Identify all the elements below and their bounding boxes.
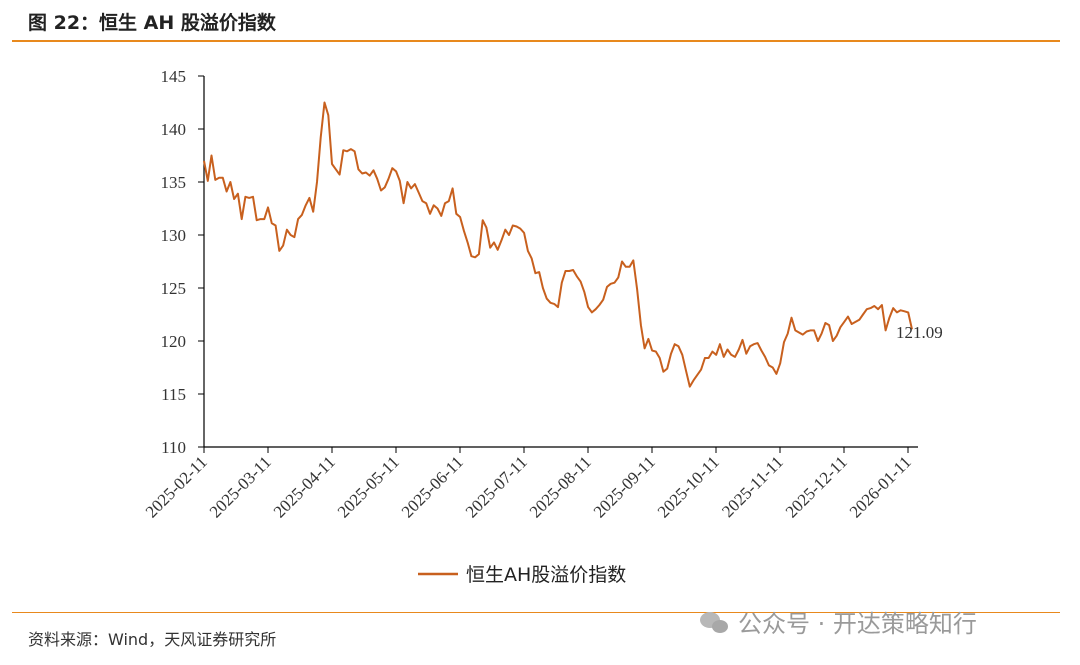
x-tick-label: 2025-08-11 — [526, 452, 595, 521]
legend-label: 恒生AH股溢价指数 — [466, 564, 626, 586]
y-tick-label: 140 — [161, 120, 187, 139]
watermark: 公众号 · 开达策略知行 — [700, 604, 977, 639]
x-tick-label: 2025-09-11 — [590, 452, 659, 521]
y-axis: 110 115 120 125 130 135 140 145 — [161, 67, 205, 457]
x-tick-label: 2025-03-11 — [206, 452, 275, 521]
y-tick-label: 115 — [161, 385, 186, 404]
y-tick-label: 125 — [161, 279, 187, 298]
series-layer — [203, 101, 913, 388]
x-tick-label: 2025-10-11 — [654, 452, 723, 521]
end-value-label: 121.09 — [896, 323, 943, 342]
x-tick-label: 2025-06-11 — [398, 452, 467, 521]
series-line-hs-ah-premium — [203, 101, 913, 388]
wechat-icon — [700, 610, 730, 634]
top-divider — [12, 40, 1060, 42]
bottom-divider — [12, 612, 1060, 613]
legend: 恒生AH股溢价指数 — [418, 564, 626, 586]
watermark-text: 公众号 · 开达策略知行 — [738, 610, 977, 638]
x-tick-label: 2025-11-11 — [718, 452, 787, 521]
y-tick-label: 120 — [161, 332, 187, 351]
y-tick-label: 145 — [161, 67, 187, 86]
x-tick-label: 2025-07-11 — [462, 452, 531, 521]
x-tick-label: 2025-12-11 — [782, 452, 851, 521]
x-tick-label: 2026-01-11 — [846, 452, 915, 521]
y-tick-label: 130 — [161, 226, 187, 245]
x-tick-label: 2025-04-11 — [270, 452, 339, 521]
x-tick-label: 2025-02-11 — [142, 452, 211, 521]
x-tick-label: 2025-05-11 — [334, 452, 403, 521]
y-tick-label: 135 — [161, 173, 187, 192]
x-axis: 2025-02-112025-03-112025-04-112025-05-11… — [142, 446, 918, 521]
source-note: 资料来源：Wind，天风证券研究所 — [28, 630, 277, 649]
figure-title: 图 22：恒生 AH 股溢价指数 — [28, 12, 276, 34]
y-tick-label: 110 — [161, 438, 186, 457]
